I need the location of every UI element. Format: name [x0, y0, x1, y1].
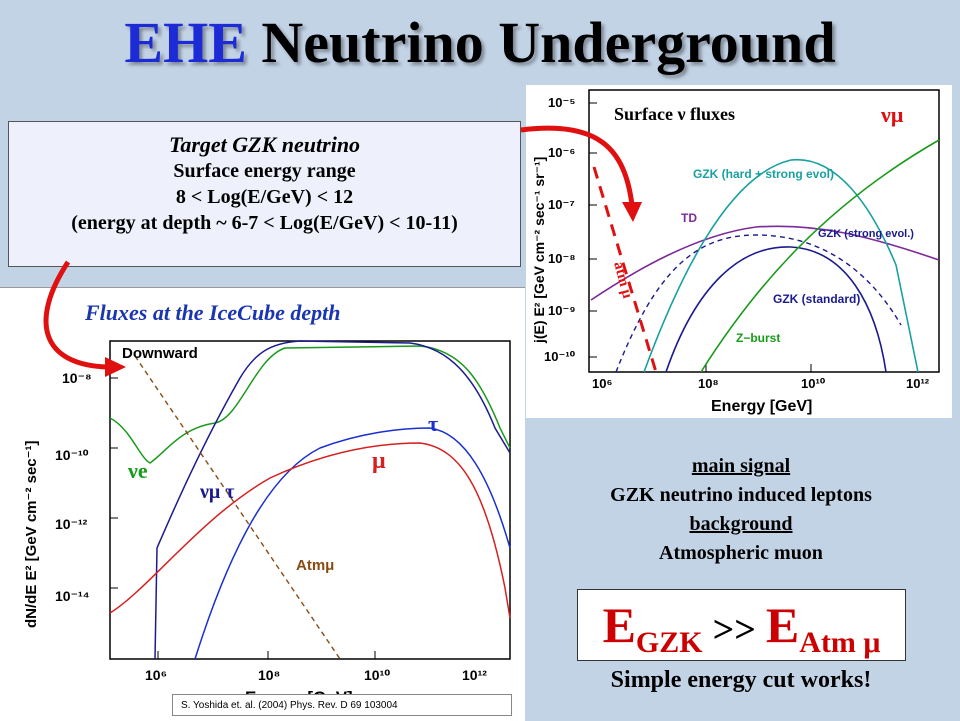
label-numutau: νμ τ [199, 481, 235, 503]
right-xlabel: Energy [GeV] [711, 398, 812, 415]
right-ylabel: j(E) E² [GeV cm⁻² sec⁻¹ sr⁻¹] [531, 157, 547, 344]
right-xtick-1: 10⁶ [592, 376, 612, 391]
left-ytick-2: 10⁻¹⁰ [55, 447, 89, 463]
td-curve [590, 225, 940, 301]
icecube-flux-plot: Fluxes at the IceCube depth 10⁻⁸ 10⁻¹⁰ 1… [0, 287, 525, 721]
right-ytick-2: 10⁻⁶ [548, 145, 575, 160]
label-tau: τ [428, 411, 438, 436]
e-gzk: E [602, 597, 636, 653]
left-heading: Fluxes at the IceCube depth [84, 300, 340, 325]
background-label: background [689, 513, 793, 535]
nue-curve [109, 345, 511, 464]
main-signal-label: main signal [691, 455, 791, 477]
right-tag: νμ [880, 102, 904, 127]
main-signal-text: GZK neutrino induced leptons [610, 484, 872, 506]
right-xtick-2: 10⁸ [698, 376, 719, 391]
gzk-hard-curve [643, 158, 919, 373]
page-title: EHE Neutrino Underground [0, 14, 960, 72]
energy-cut-box: EGZK >> EAtm μ [577, 589, 906, 661]
label-nue: νe [127, 458, 148, 483]
e-gzk-sub: GZK [635, 626, 703, 659]
arrow-to-left-head [105, 357, 126, 377]
left-ytick-4: 10⁻¹⁴ [55, 588, 90, 604]
arrow-to-right-head [622, 202, 642, 222]
tau-curve [194, 427, 511, 660]
label-gzk-strong: GZK (strong evol.) [818, 228, 914, 240]
target-line3: (energy at depth ~ 6-7 < Log(E/GeV) < 10… [71, 212, 458, 234]
citation: S. Yoshida et. al. (2004) Phys. Rev. D 6… [172, 694, 512, 716]
left-xtick-2: 10⁸ [258, 667, 280, 683]
label-zburst: Z−burst [736, 331, 780, 345]
left-xtick-3: 10¹⁰ [364, 667, 390, 683]
energy-cut-note: Simple energy cut works! [610, 667, 872, 693]
left-xtick-4: 10¹² [462, 667, 487, 683]
background-text: Atmospheric muon [659, 542, 823, 564]
label-atm: Atmμ [296, 557, 334, 574]
right-ytick-4: 10⁻⁸ [548, 251, 575, 266]
label-gzk-standard: GZK (standard) [773, 292, 860, 306]
label-mu: μ [372, 448, 386, 474]
label-td: TD [681, 211, 697, 225]
energy-relation: EGZK >> EAtm μ [578, 590, 905, 678]
left-xtick-1: 10⁶ [145, 667, 167, 683]
right-heading: Surface ν fluxes [614, 104, 735, 124]
title-rest: Neutrino Underground [246, 10, 836, 75]
label-downward: Downward [122, 345, 198, 362]
right-xtick-3: 10¹⁰ [801, 376, 826, 391]
arrow-to-right-plot [520, 125, 635, 206]
atm-mu-line [592, 166, 658, 373]
gzk-strong-curve [615, 234, 902, 373]
numutau-curve [154, 340, 511, 660]
left-ytick-1: 10⁻⁸ [62, 370, 92, 386]
target-gzk-box: Target GZK neutrino Surface energy range… [8, 121, 521, 267]
e-atm: E [765, 597, 800, 653]
arrow-to-left-plot [43, 260, 109, 370]
left-ytick-3: 10⁻¹² [55, 516, 88, 532]
right-ytick-5: 10⁻⁹ [548, 303, 576, 318]
zburst-curve [700, 139, 940, 373]
right-ytick-1: 10⁻⁵ [548, 95, 575, 110]
target-heading: Target GZK neutrino [168, 132, 361, 157]
label-gzk-hard: GZK (hard + strong evol) [693, 167, 834, 181]
mu-curve [109, 442, 511, 619]
e-atm-sub: Atm μ [799, 626, 881, 659]
icecube-flux-svg: Fluxes at the IceCube depth 10⁻⁸ 10⁻¹⁰ 1… [0, 288, 525, 721]
signal-summary: main signal GZK neutrino induced leptons… [526, 452, 956, 568]
left-ylabel: dN/dE E² [GeV cm⁻² sec⁻¹] [23, 440, 40, 628]
right-ytick-3: 10⁻⁷ [548, 197, 575, 212]
gzk-standard-curve [665, 246, 887, 373]
right-xtick-4: 10¹² [906, 376, 930, 391]
title-highlight: EHE [124, 10, 247, 75]
target-line2: 8 < Log(E/GeV) < 12 [175, 186, 354, 208]
target-line1: Surface energy range [173, 160, 356, 182]
atm-curve [134, 355, 341, 660]
right-ytick-6: 10⁻¹⁰ [544, 349, 576, 364]
much-greater-op: >> [712, 609, 756, 651]
